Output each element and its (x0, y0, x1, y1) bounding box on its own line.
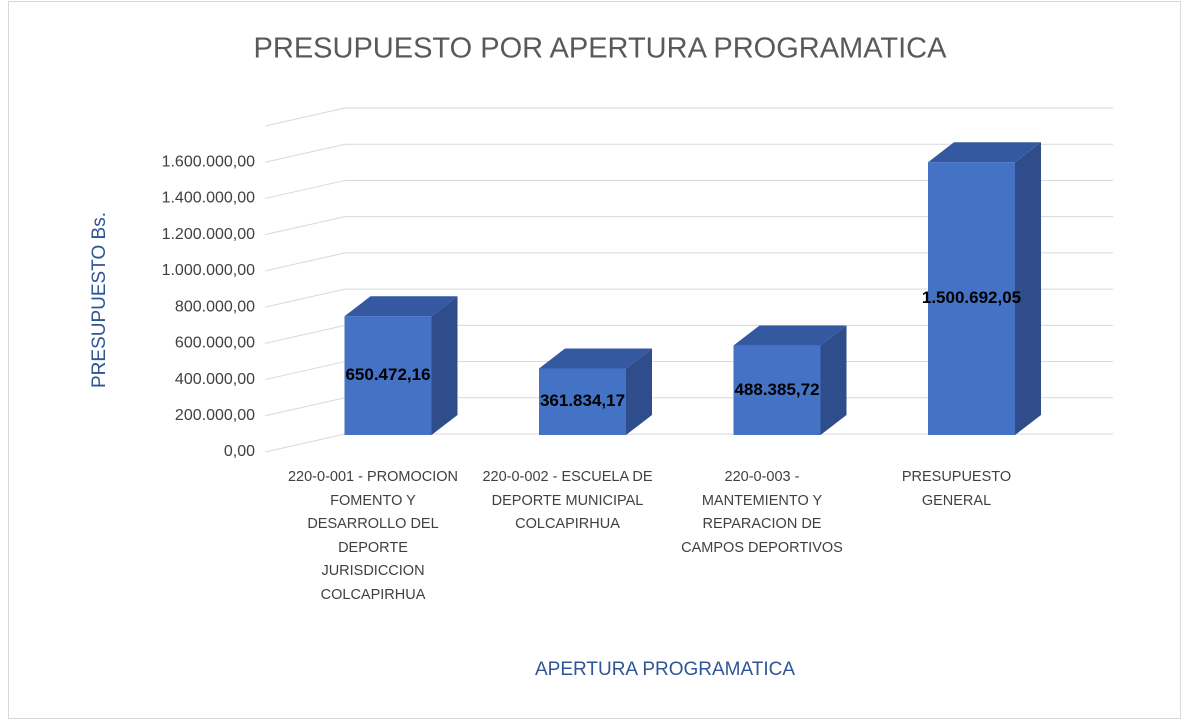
x-tick-label: PRESUPUESTO GENERAL (901, 469, 1012, 509)
bar (928, 162, 1015, 435)
y-tick-label: 200.000,00 (175, 407, 255, 424)
grid-line (264, 143, 346, 163)
y-tick-label: 0,00 (224, 443, 255, 460)
data-label: 488.385,72 (734, 380, 819, 399)
y-tick-label: 1.400.000,00 (162, 190, 256, 207)
x-tick-label: 220-0-003 - MANTEMIENTO Y REPARACION DE … (681, 469, 843, 556)
bar (733, 345, 821, 435)
bar-side (1015, 142, 1041, 435)
bar-side (431, 296, 458, 435)
bar-top (539, 348, 652, 369)
y-axis-title: PRESUPUESTO Bs. (89, 212, 110, 388)
y-tick-label: 1.000.000,00 (162, 262, 256, 279)
grid-line (264, 179, 346, 199)
data-label: 1.500.692,05 (922, 288, 1021, 307)
grid-line (264, 252, 346, 272)
grid-line (264, 107, 346, 127)
bar-top (344, 296, 458, 317)
y-tick-label: 400.000,00 (175, 371, 255, 388)
grid-line (264, 397, 346, 417)
y-tick-label: 800.000,00 (175, 298, 255, 315)
x-axis-title: APERTURA PROGRAMATICA (535, 659, 795, 680)
bar-side (626, 348, 652, 435)
data-label: 361.834,17 (540, 391, 625, 410)
y-tick-label: 1.200.000,00 (162, 226, 256, 243)
grid-line (264, 288, 346, 308)
x-tick-label: 220-0-001 - PROMOCION FOMENTO Y DESARROL… (287, 469, 459, 603)
bar (539, 368, 626, 435)
grid-line (264, 324, 346, 344)
bar (344, 316, 432, 435)
bar-top (733, 325, 847, 346)
x-tick-label: 220-0-002 - ESCUELA DE DEPORTE MUNICIPAL… (482, 469, 653, 532)
y-tick-label: 600.000,00 (175, 335, 255, 352)
data-label: 650.472,16 (345, 365, 430, 384)
chart-title: PRESUPUESTO POR APERTURA PROGRAMATICA (254, 33, 948, 65)
y-tick-label: 1.600.000,00 (162, 153, 256, 170)
bar-top (928, 142, 1041, 163)
grid-line (264, 361, 346, 381)
grid-line (264, 216, 346, 236)
bar-side (820, 325, 847, 435)
grid-line (264, 433, 346, 453)
